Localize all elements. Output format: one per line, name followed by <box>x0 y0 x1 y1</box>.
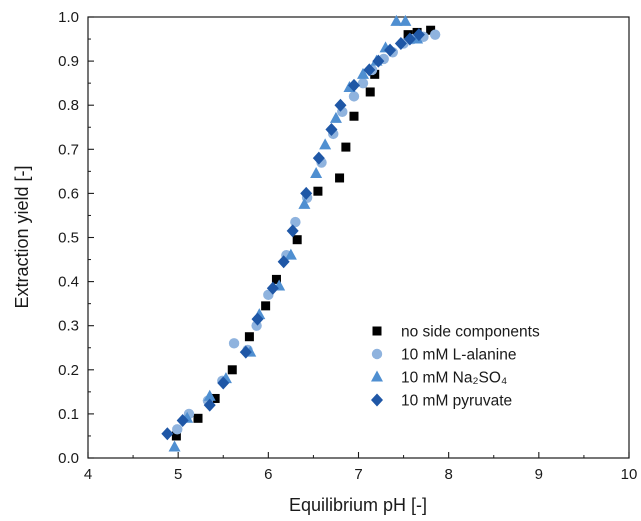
legend-marker-circle <box>371 348 383 360</box>
data-point-circle <box>429 29 441 40</box>
data-point-square <box>292 235 302 245</box>
data-point-diamond <box>347 78 360 92</box>
data-point-diamond <box>217 376 230 390</box>
legend-label: 10 mM L-alanine <box>401 347 516 364</box>
data-point-triangle <box>284 248 297 260</box>
x-tick-label: 4 <box>84 466 92 483</box>
y-tick-label: 1.0 <box>58 9 79 26</box>
y-axis-label: Extraction yield [-] <box>12 165 32 308</box>
x-tick-label: 9 <box>535 466 543 483</box>
data-point-square <box>313 186 323 196</box>
data-point-diamond <box>286 224 299 238</box>
legend-marker-triangle <box>371 370 383 382</box>
data-point-square <box>210 393 220 403</box>
y-tick-label: 0.5 <box>58 230 79 247</box>
data-point-triangle <box>329 111 342 123</box>
data-point-diamond <box>266 281 279 295</box>
x-tick-label: 5 <box>174 466 182 483</box>
data-point-diamond <box>239 345 252 359</box>
legend-label: 10 mM pyruvate <box>401 393 512 410</box>
data-point-square <box>261 301 271 311</box>
data-point-square <box>426 25 436 35</box>
x-axis-label: Equilibrium pH [-] <box>289 495 427 515</box>
data-point-circle <box>228 338 240 349</box>
data-point-square <box>335 173 345 183</box>
data-point-diamond <box>203 398 216 412</box>
legend-label: no side components <box>401 324 540 341</box>
data-point-diamond <box>384 43 397 57</box>
data-point-triangle <box>357 67 370 79</box>
y-tick-label: 0.4 <box>58 274 79 291</box>
y-tick-label: 0.7 <box>58 141 79 158</box>
data-point-diamond <box>251 312 264 326</box>
data-point-triangle <box>298 197 311 209</box>
data-point-diamond <box>403 32 416 46</box>
data-point-diamond <box>312 151 325 165</box>
y-tick-label: 0.2 <box>58 362 79 379</box>
data-point-triangle <box>168 440 181 452</box>
data-point-square <box>365 87 375 97</box>
legend-marker-square <box>372 326 382 336</box>
data-point-square <box>349 111 359 121</box>
legend: no side components 10 mM L-alanine 10 mM N… <box>371 324 540 410</box>
data-point-triangle <box>319 138 332 150</box>
legend-marker-diamond <box>371 393 383 407</box>
x-tick-label: 6 <box>264 466 272 483</box>
data-point-diamond <box>334 98 347 112</box>
data-point-square <box>193 413 203 423</box>
data-point-triangle <box>203 389 216 401</box>
data-point-diamond <box>161 427 174 441</box>
y-tick-label: 0.6 <box>58 185 79 202</box>
data-point-diamond <box>300 186 313 200</box>
y-tick-label: 0.8 <box>58 97 79 114</box>
y-axis-ticks: 0.0 0.1 0.2 0.3 0.4 0.5 0.6 0.7 0.8 0.9 1.0 <box>58 9 94 467</box>
legend-label: 10 mM Na₂SO₄ <box>401 370 507 387</box>
y-tick-label: 0.9 <box>58 53 79 70</box>
data-point-diamond <box>394 36 407 50</box>
y-tick-label: 0.1 <box>58 406 79 423</box>
y-tick-label: 0.0 <box>58 450 79 467</box>
data-point-triangle <box>310 167 323 179</box>
y-tick-label: 0.3 <box>58 318 79 335</box>
data-point-triangle <box>390 14 403 26</box>
data-point-diamond <box>363 63 376 77</box>
data-point-square <box>171 431 181 441</box>
data-point-diamond <box>325 122 338 136</box>
data-point-circle <box>348 91 360 102</box>
data-point-diamond <box>372 54 385 68</box>
data-points <box>161 14 441 452</box>
data-point-circle <box>172 424 183 435</box>
data-point-square <box>244 332 254 342</box>
data-point-square <box>227 365 237 375</box>
data-point-circle <box>357 77 369 89</box>
x-tick-label: 8 <box>444 466 452 483</box>
x-axis-ticks: 4 5 6 7 8 9 10 <box>84 452 638 483</box>
data-point-diamond <box>277 255 290 269</box>
data-point-triangle <box>399 14 412 26</box>
x-tick-label: 10 <box>621 466 638 483</box>
data-point-square <box>271 274 281 284</box>
x-tick-label: 7 <box>354 466 362 483</box>
data-point-diamond <box>176 414 189 428</box>
data-point-square <box>341 142 351 152</box>
data-point-diamond <box>412 28 425 42</box>
